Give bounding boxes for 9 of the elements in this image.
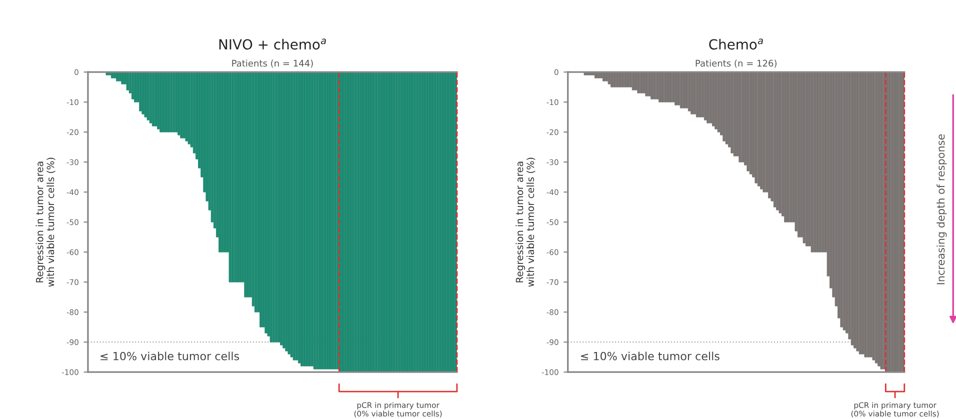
chart-title: NIVO + chemo$^{a}$: [219, 38, 326, 50]
text: Increasing depth of response: [936, 134, 947, 284]
ref-line-label: ≤ 10% viable tumor cells: [100, 352, 240, 360]
y-axis-title: Regression in tumor area with viable tumor cells (%): [516, 158, 536, 287]
y-axis-title: Regression in tumor area with viable tumor cells (%): [36, 158, 56, 287]
chart-subtitle: Patients (n = 126): [696, 60, 776, 68]
chart-subtitle: Patients (n = 144): [232, 60, 313, 68]
ref-line-label: ≤ 10% viable tumor cells: [581, 352, 720, 360]
chart-title: Chemo$^{a}$: [709, 38, 763, 50]
